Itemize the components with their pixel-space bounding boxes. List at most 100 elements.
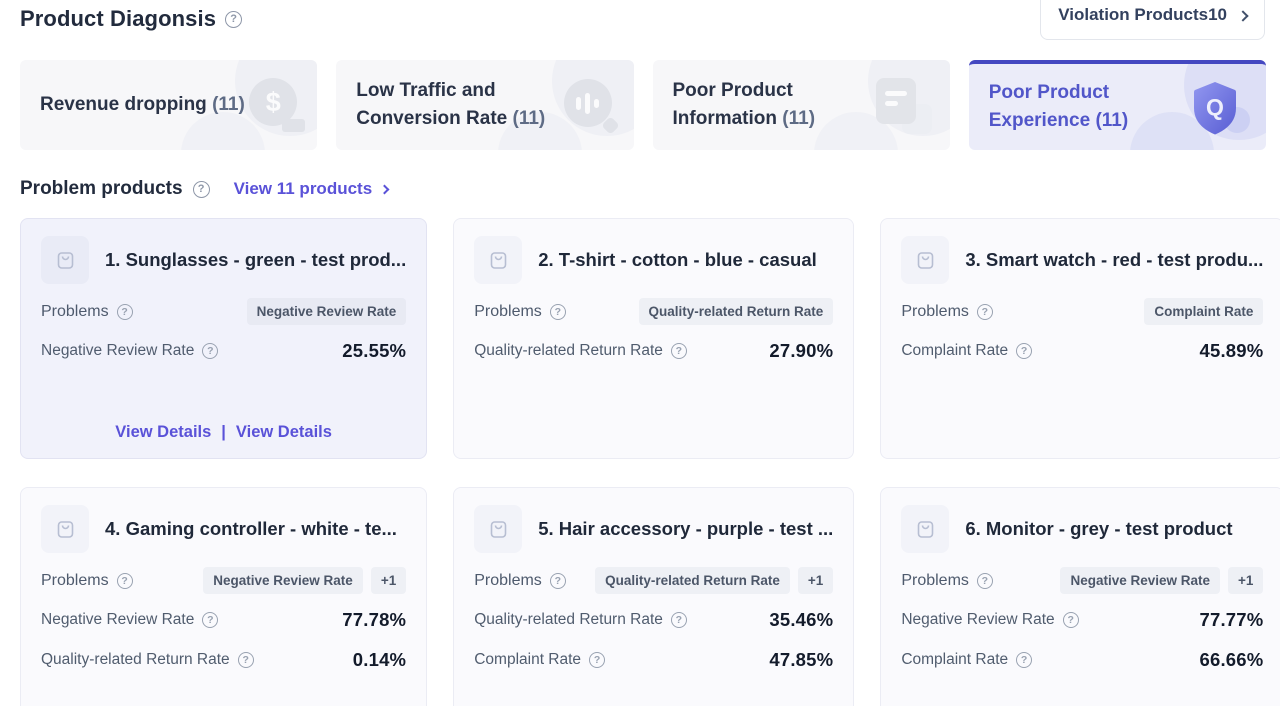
chevron-right-icon: [379, 184, 390, 194]
metric-label: Quality-related Return Rate: [474, 611, 663, 628]
svg-text:Q: Q: [1206, 94, 1224, 120]
metric-help-icon[interactable]: ?: [202, 612, 219, 628]
metric-value: 77.78%: [342, 609, 407, 630]
problem-badge: Negative Review Rate: [1060, 567, 1221, 594]
product-title: 4. Gaming controller - white - te...: [105, 518, 397, 539]
problem-badge: Negative Review Rate: [203, 567, 363, 594]
problems-label: Problems: [474, 302, 542, 320]
metric-help-icon[interactable]: ?: [670, 612, 687, 628]
product-listing-icon: [875, 78, 932, 134]
metric-label: Quality-related Return Rate: [41, 651, 230, 668]
problems-label: Problems: [901, 302, 969, 320]
metric-help-icon[interactable]: ?: [670, 343, 687, 359]
shopping-bag-icon: [57, 521, 73, 538]
product-thumbnail: [41, 236, 89, 284]
metric-value: 47.85%: [769, 649, 834, 670]
problems-help-icon[interactable]: ?: [549, 572, 566, 589]
product-card-4[interactable]: 4. Gaming controller - white - te... Pro…: [20, 487, 428, 706]
product-thumbnail: [901, 505, 950, 553]
metric-label: Complaint Rate: [901, 342, 1009, 359]
tab-revenue-dropping-label: Revenue dropping: [40, 94, 207, 116]
problems-label: Problems: [41, 571, 109, 589]
problems-help-icon[interactable]: ?: [549, 303, 566, 320]
link-separator: |: [221, 423, 226, 441]
tab-poor-product-experience[interactable]: Poor Product Experience (11) Q: [968, 60, 1266, 150]
metric-help-icon[interactable]: ?: [237, 652, 254, 668]
problem-badge: Quality-related Return Rate: [595, 567, 790, 594]
metric-value: 45.89%: [1199, 340, 1264, 361]
metric-help-icon[interactable]: ?: [1016, 343, 1033, 359]
violation-products-button[interactable]: Violation Products10: [1040, 0, 1265, 40]
shopping-bag-icon: [490, 521, 507, 538]
tab-low-traffic-label: Low Traffic and Conversion Rate: [356, 80, 508, 129]
violation-products-label: Violation Products10: [1058, 5, 1227, 24]
metric-label: Negative Review Rate: [901, 611, 1055, 628]
dollar-coin-icon: $: [249, 78, 306, 132]
problem-badge: Complaint Rate: [1144, 298, 1264, 325]
metric-label: Negative Review Rate: [41, 611, 195, 628]
page-header: Product Diagonsis ? Violation Products10: [0, 0, 1280, 44]
product-thumbnail: [474, 236, 523, 284]
tab-poor-experience-count: (11): [1095, 110, 1129, 131]
metric-value: 35.46%: [769, 609, 834, 630]
tab-poor-product-information[interactable]: Poor Product Information (11): [652, 60, 950, 150]
problems-help-icon[interactable]: ?: [976, 572, 993, 589]
metric-label: Complaint Rate: [901, 651, 1009, 668]
metric-value: 0.14%: [352, 649, 407, 670]
product-card-3[interactable]: 3. Smart watch - red - test produ... Pro…: [880, 218, 1280, 459]
problems-label: Problems: [901, 571, 969, 589]
tab-low-traffic-count: (11): [512, 108, 546, 129]
product-thumbnail: [474, 505, 523, 553]
view-all-products-link[interactable]: View 11 products: [234, 179, 390, 199]
problem-products-header: Problem products ? View 11 products: [20, 178, 1260, 200]
more-problems-badge[interactable]: +1: [1228, 567, 1264, 594]
product-card-5[interactable]: 5. Hair accessory - purple - test ... Pr…: [453, 487, 855, 706]
tab-poor-info-count: (11): [782, 108, 816, 129]
problem-badge: Negative Review Rate: [246, 298, 407, 325]
more-problems-badge[interactable]: +1: [370, 567, 407, 594]
shopping-bag-icon: [490, 252, 507, 269]
metric-label: Quality-related Return Rate: [474, 342, 663, 359]
quality-shield-icon: Q: [1188, 79, 1250, 139]
metric-help-icon[interactable]: ?: [1016, 652, 1033, 668]
tab-revenue-dropping-count: (11): [212, 94, 245, 116]
product-card-6[interactable]: 6. Monitor - grey - test product Problem…: [880, 487, 1280, 706]
product-title: 6. Monitor - grey - test product: [965, 518, 1233, 539]
metric-help-icon[interactable]: ?: [202, 343, 219, 359]
page-title: Product Diagonsis: [20, 6, 217, 31]
product-title: 5. Hair accessory - purple - test ...: [538, 518, 834, 539]
product-thumbnail: [901, 236, 950, 284]
metric-help-icon[interactable]: ?: [1062, 612, 1079, 628]
metric-value: 66.66%: [1199, 649, 1264, 670]
shopping-bag-icon: [917, 252, 934, 269]
chevron-right-icon: [1237, 9, 1249, 22]
problem-products-title: Problem products: [20, 178, 183, 199]
tab-poor-experience-label: Poor Product Experience: [988, 82, 1110, 131]
shopping-bag-icon: [57, 252, 73, 269]
problems-label: Problems: [41, 302, 109, 320]
tab-revenue-dropping[interactable]: Revenue dropping (11) $: [20, 60, 318, 150]
problems-help-icon[interactable]: ?: [116, 303, 133, 320]
traffic-bar-chart-icon: [563, 79, 620, 135]
problems-help-icon[interactable]: ?: [116, 572, 133, 589]
product-title: 2. T-shirt - cotton - blue - casual: [538, 249, 817, 270]
more-problems-badge[interactable]: +1: [797, 567, 834, 594]
diagnosis-tabs: Revenue dropping (11) $ Low Traffic and …: [20, 60, 1266, 150]
problem-products-grid: 1. Sunglasses - green - test prod... Pro…: [20, 218, 1280, 706]
problem-products-help-icon[interactable]: ?: [192, 180, 210, 198]
page-title-row: Product Diagonsis ?: [20, 6, 1265, 32]
problem-badge: Quality-related Return Rate: [638, 298, 834, 325]
view-details-link[interactable]: View Details: [235, 423, 332, 441]
metric-value: 27.90%: [769, 340, 834, 361]
metric-help-icon[interactable]: ?: [589, 652, 606, 668]
tab-low-traffic-conversion[interactable]: Low Traffic and Conversion Rate (11): [336, 60, 634, 150]
product-card-1[interactable]: 1. Sunglasses - green - test prod... Pro…: [20, 218, 428, 459]
product-title: 3. Smart watch - red - test produ...: [965, 249, 1264, 270]
problems-help-icon[interactable]: ?: [976, 303, 993, 320]
page-title-help-icon[interactable]: ?: [225, 10, 243, 28]
problems-label: Problems: [474, 571, 542, 589]
metric-value: 25.55%: [342, 340, 407, 361]
metric-value: 77.77%: [1199, 609, 1264, 630]
view-details-link[interactable]: View Details: [115, 423, 212, 441]
product-card-2[interactable]: 2. T-shirt - cotton - blue - casual Prob…: [453, 218, 855, 459]
